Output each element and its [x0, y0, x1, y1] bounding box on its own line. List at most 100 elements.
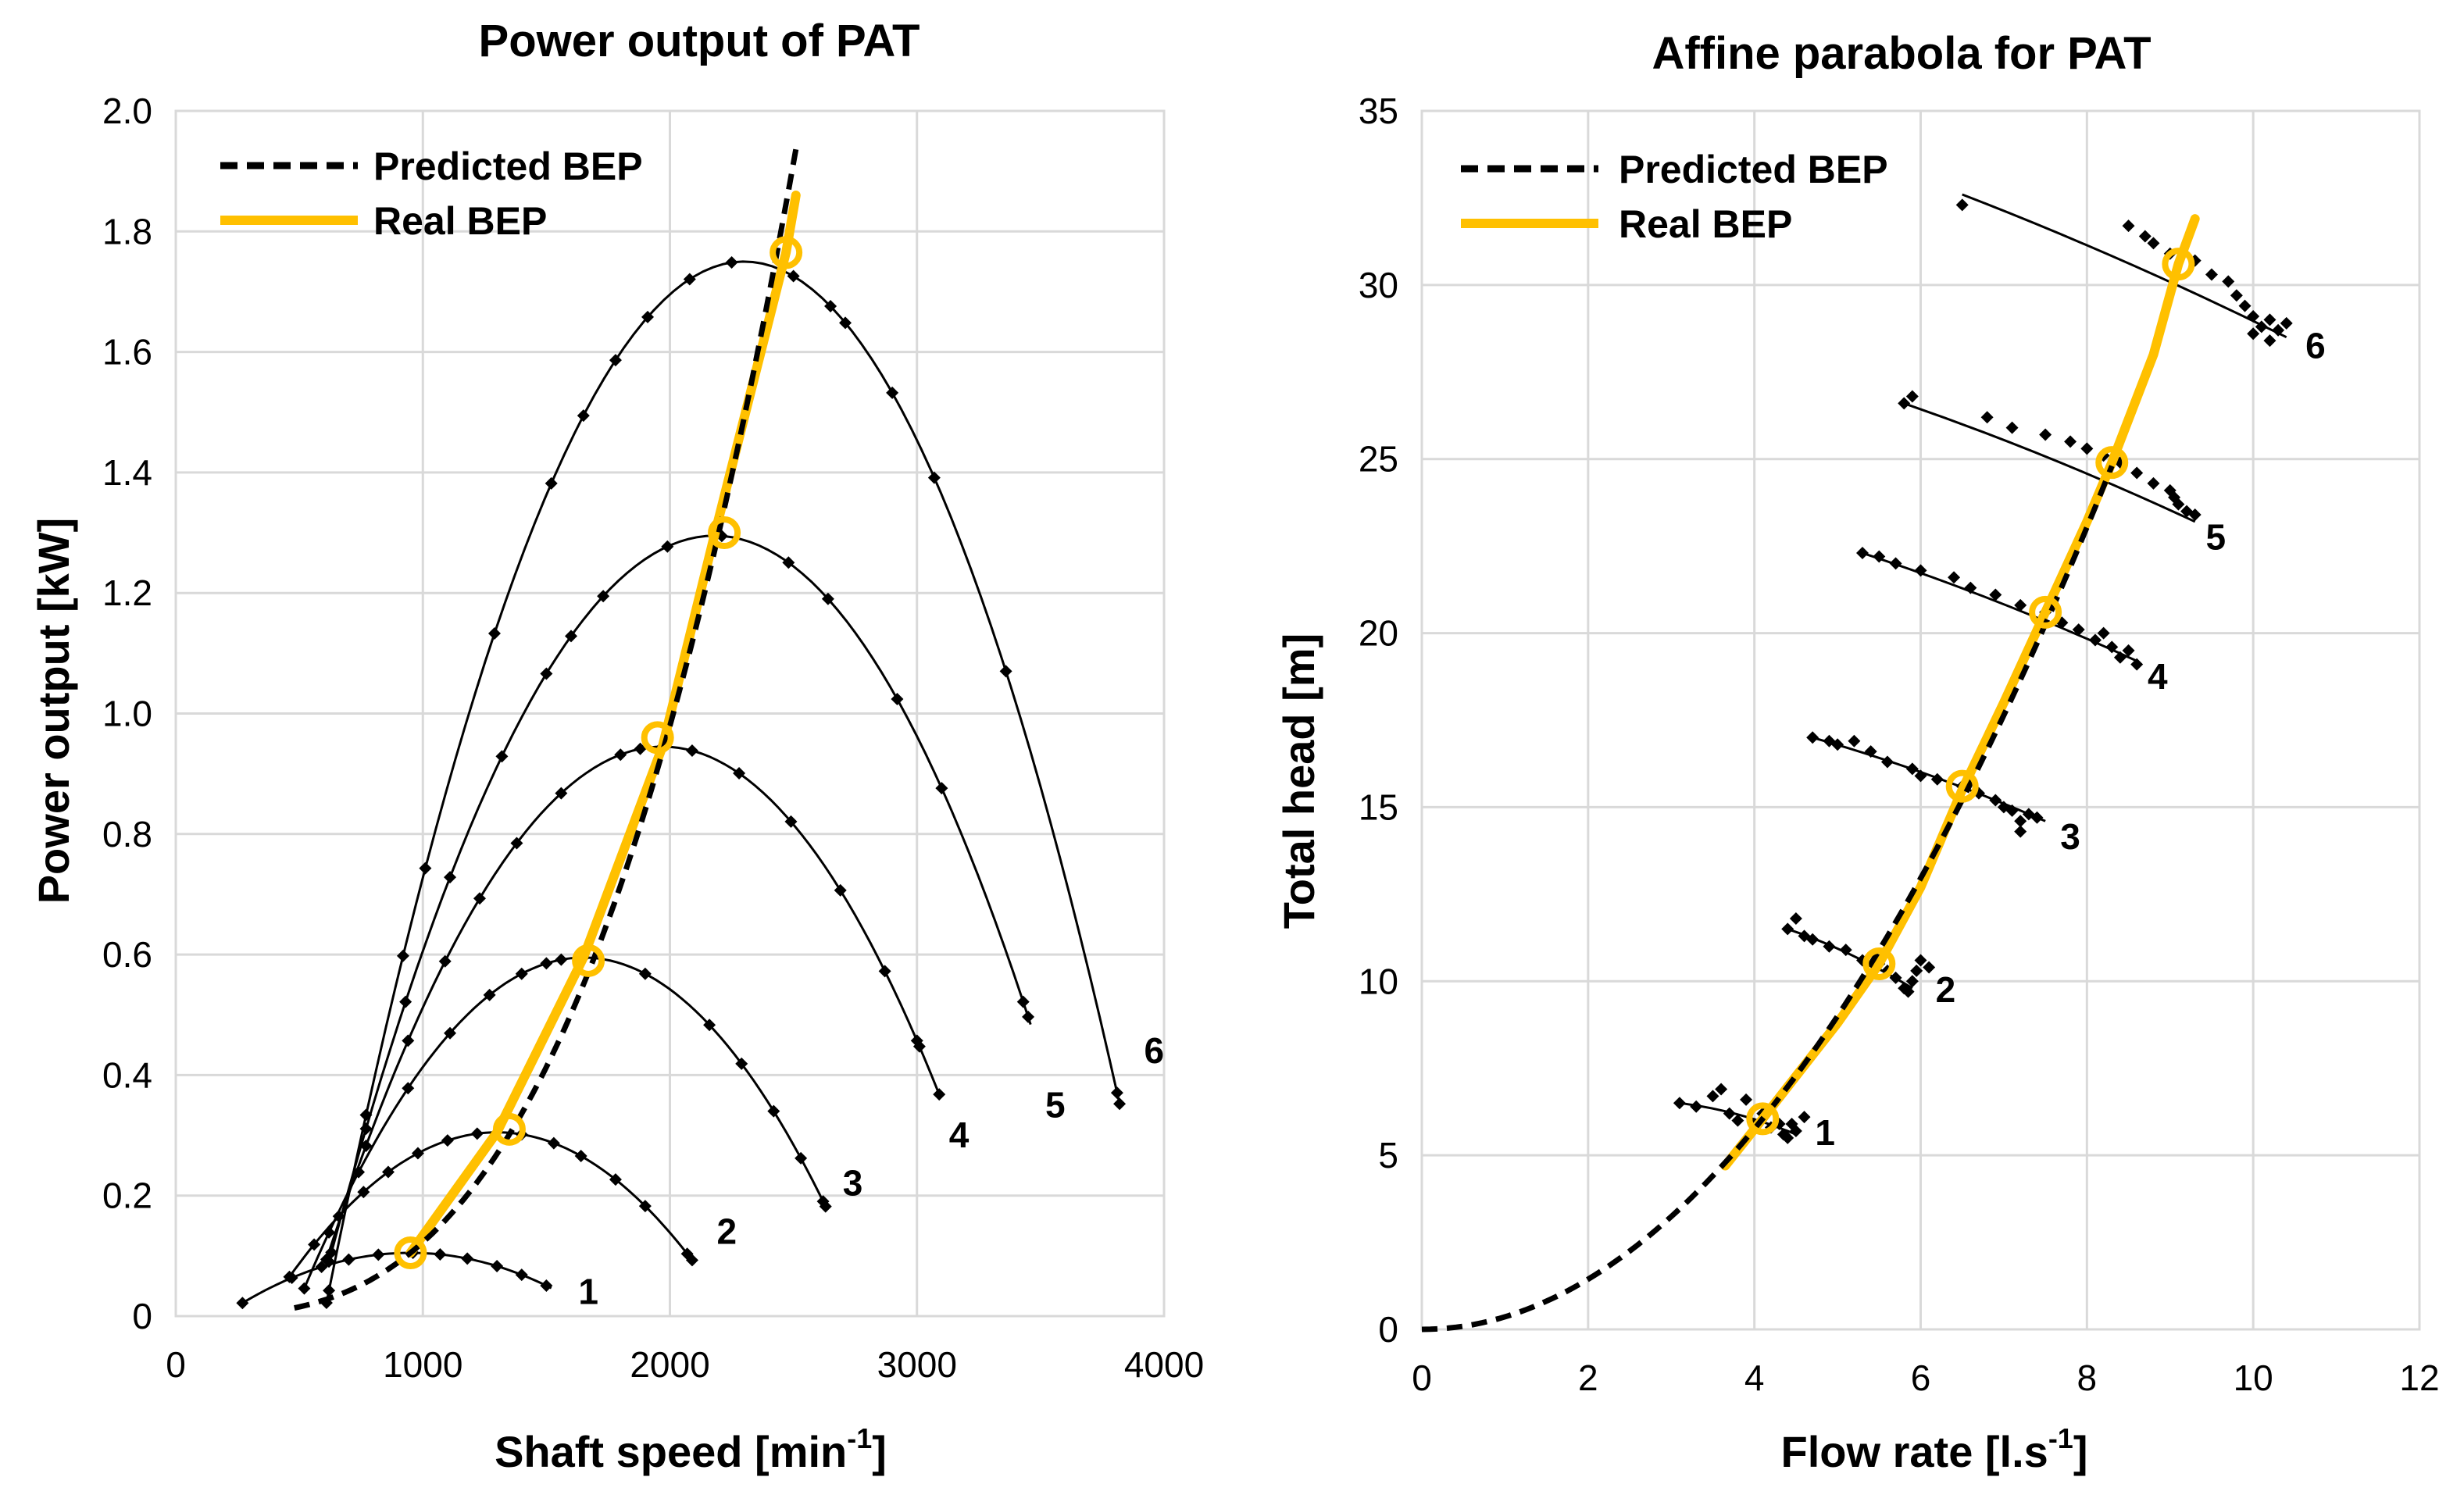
data-point	[1806, 933, 1819, 946]
data-point	[999, 665, 1012, 678]
bep-circle	[1862, 947, 1896, 980]
legend-real-label: Real BEP	[373, 199, 547, 243]
data-point	[1864, 745, 1877, 758]
data-point	[381, 1165, 395, 1179]
data-point	[1781, 922, 1794, 936]
data-point	[638, 1200, 652, 1213]
data-point	[2122, 644, 2135, 657]
data-point	[574, 1150, 587, 1163]
data-point	[1914, 564, 1927, 577]
data-point	[614, 748, 627, 762]
bep-lines	[294, 148, 803, 1311]
data-point	[540, 667, 553, 680]
power-output-chart: Power output of PAT 0 1000 2000 3000 4000 0 0.…	[29, 16, 1204, 1476]
data-point	[1989, 588, 2002, 601]
data-point	[323, 1255, 336, 1268]
data-point	[2130, 466, 2144, 480]
bep-circle	[2162, 248, 2195, 281]
data-point	[703, 1019, 716, 1032]
data-point	[2014, 815, 2027, 828]
data-point	[283, 1270, 296, 1283]
data-point	[2130, 658, 2144, 671]
data-point	[1898, 397, 1911, 410]
data-point	[470, 1127, 484, 1140]
data-point	[547, 1136, 560, 1150]
data-point	[540, 1279, 553, 1293]
data-point	[1715, 1083, 1728, 1096]
bep-circle	[2095, 446, 2129, 480]
data-point	[1905, 762, 1919, 776]
curve-label-4: 4	[949, 1115, 970, 1155]
bep-circle	[708, 516, 741, 550]
data-point	[767, 1104, 780, 1118]
data-point	[819, 1200, 832, 1213]
curve-label-6: 6	[1145, 1030, 1165, 1071]
data-point	[352, 1165, 366, 1179]
data-point	[2030, 811, 2044, 824]
data-point	[1914, 769, 1927, 783]
data-point	[1789, 912, 1802, 926]
real-bep-line	[405, 191, 801, 1258]
y-tick-label: 0.6	[102, 934, 152, 975]
data-point	[1902, 985, 1915, 998]
data-point	[787, 269, 800, 283]
bep-circle	[2029, 595, 2062, 629]
data-point	[359, 1139, 373, 1152]
predicted-bep-line	[294, 148, 799, 1311]
y-tick-label: 0.2	[102, 1176, 152, 1216]
data-point	[2014, 598, 2027, 612]
bep-circle	[1746, 1102, 1780, 1136]
curve-label-5: 5	[1045, 1084, 1066, 1125]
curve-label-3: 3	[843, 1163, 863, 1204]
data-point	[609, 354, 622, 367]
data-point	[638, 967, 652, 980]
data-point	[396, 949, 409, 962]
x-tick-label: 2	[1578, 1358, 1598, 1398]
chart-title: Affine parabola for PAT	[1652, 28, 2151, 79]
y-tick-label: 2.0	[102, 91, 152, 131]
x-tick-label: 0	[166, 1344, 186, 1385]
data-point	[782, 556, 795, 569]
x-tick-label: 1000	[383, 1344, 462, 1385]
data-point	[1948, 571, 1961, 584]
y-tick-label: 30	[1359, 265, 1398, 305]
data-point	[495, 750, 509, 763]
data-point	[461, 1252, 474, 1265]
data-point	[735, 1057, 748, 1070]
data-point	[323, 1284, 336, 1297]
data-point	[515, 967, 528, 980]
data-point	[510, 837, 523, 850]
data-point	[438, 954, 452, 968]
power-curve-4	[325, 745, 941, 1260]
data-point	[1113, 1097, 1127, 1111]
data-point	[1723, 1107, 1736, 1120]
y-tick-label: 0.4	[102, 1054, 152, 1095]
x-axis-label: Flow rate [l.s-1]	[1781, 1422, 2088, 1476]
data-point	[685, 1254, 698, 1267]
y-tick-label: 0	[132, 1296, 152, 1336]
data-point	[1930, 772, 1944, 786]
data-point	[2105, 640, 2119, 654]
data-point	[2097, 626, 2110, 640]
data-point	[891, 693, 904, 706]
data-point	[839, 316, 852, 330]
data-point	[878, 965, 891, 978]
trend-curve-5	[1903, 401, 2196, 523]
y-tick-label: 1.0	[102, 694, 152, 734]
data-point	[1690, 1100, 1703, 1113]
data-point	[683, 273, 696, 286]
x-tick-label: 6	[1911, 1358, 1931, 1398]
data-point	[1731, 1114, 1744, 1127]
x-tick-label: 2000	[630, 1344, 709, 1385]
bep-circle	[1945, 769, 1979, 803]
data-point	[372, 1248, 385, 1261]
data-point	[2005, 421, 2019, 434]
data-point	[565, 630, 577, 643]
x-tick-label: 3000	[877, 1344, 957, 1385]
data-point	[402, 1082, 415, 1095]
plot-frame	[174, 109, 1166, 1318]
data-point	[2272, 323, 2285, 337]
data-point	[2088, 633, 2102, 647]
